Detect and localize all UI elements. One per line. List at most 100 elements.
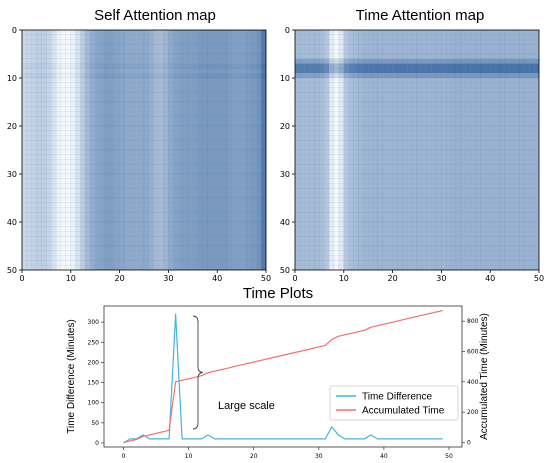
heatmap-cell [192,92,198,98]
heatmap-cell [56,169,62,175]
heatmap-cell [377,125,384,131]
heatmap-cell [90,217,96,223]
heatmap-cell [231,217,237,223]
heatmap-cell [129,149,135,155]
heatmap-cell [202,178,208,184]
heatmap-cell [304,140,310,146]
heatmap-cell [314,202,320,208]
heatmap-cell [260,193,267,199]
heatmap-cell [353,63,359,69]
heatmap-cell [411,125,418,131]
heatmap-cell [158,145,164,151]
heatmap-cell [95,49,101,55]
heatmap-cell [187,245,193,251]
heatmap-cell [153,53,159,59]
heatmap-cell [387,34,393,40]
heatmap-cell [158,111,164,117]
heatmap-cell [319,34,325,40]
heatmap-cell [533,193,540,199]
heatmap-cell [99,29,106,35]
heatmap-cell [21,121,28,127]
heatmap-cell [368,154,374,160]
heatmap-cell [212,183,218,189]
heatmap-cell [41,111,47,117]
heatmap-cell [148,207,154,213]
heatmap-cell [529,164,535,170]
heatmap-cell [168,34,174,40]
heatmap-cell [197,255,203,261]
heatmap-cell [231,183,237,189]
heatmap-cell [382,202,388,208]
heatmap-cell [529,101,535,107]
heatmap-cell [309,145,315,151]
heatmap-cell [182,97,189,103]
heatmap-cell [21,207,28,213]
heatmap-cell [485,241,491,247]
heatmap-cell [226,265,233,271]
heatmap-cell [173,265,179,271]
heatmap-cell [455,125,462,131]
heatmap-cell [207,121,213,127]
heatmap-cell [446,154,452,160]
heatmap-cell [202,236,208,242]
heatmap-cell [134,173,140,179]
heatmap-cell [256,207,262,213]
heatmap-cell [402,226,408,232]
heatmap-cell [231,241,237,247]
heatmap-cell [119,169,125,175]
heatmap-cell [236,130,242,136]
heatmap-cell [309,173,315,179]
heatmap-cell [426,29,432,35]
heatmap-cell [407,188,413,194]
heatmap-cell [36,226,42,232]
heatmap-cell [65,202,71,208]
heatmap-cell [329,164,335,170]
heatmap-cell [446,49,452,55]
heatmap-cell [231,130,237,136]
heatmap-cell [397,125,403,131]
heatmap-cell [294,82,301,88]
heatmap-cell [202,58,208,64]
heatmap-cell [56,241,62,247]
heatmap-cell [451,140,457,146]
heatmap-cell [143,164,150,170]
heatmap-cell [333,44,340,50]
heatmap-cell [119,212,125,218]
heatmap-cell [470,255,476,261]
heatmap-cell [387,58,393,64]
heatmap-cell [226,29,233,35]
heatmap-cell [353,49,359,55]
heatmap-cell [192,73,198,79]
heatmap-cell [75,154,81,160]
heatmap-cell [392,178,398,184]
heatmap-cell [163,149,169,155]
heatmap-cell [197,130,203,136]
heatmap-cell [95,178,101,184]
heatmap-cell [60,231,67,237]
heatmap-cell [533,101,540,107]
heatmap-cell [256,159,262,165]
heatmap-cell [51,111,57,117]
heatmap-cell [329,260,335,266]
x-tick-label: 40 [212,274,222,283]
heatmap-cell [407,135,413,141]
heatmap-cell [202,255,208,261]
heatmap-cell [221,34,228,40]
heatmap-cell [368,140,374,146]
heatmap-cell [358,255,364,261]
heatmap-cell [402,135,408,141]
heatmap-cell [256,101,262,107]
heatmap-cell [475,173,481,179]
heatmap-cell [231,125,237,131]
heatmap-cell [226,130,233,136]
heatmap-cell [26,193,32,199]
heatmap-cell [372,169,379,175]
heatmap-cell [153,245,159,251]
heatmap-cell [124,202,130,208]
heatmap-cell [304,121,310,127]
heatmap-cell [46,68,52,74]
heatmap-cell [138,63,145,69]
heatmap-cell [353,207,359,213]
heatmap-cell [212,130,218,136]
heatmap-cell [51,197,57,203]
